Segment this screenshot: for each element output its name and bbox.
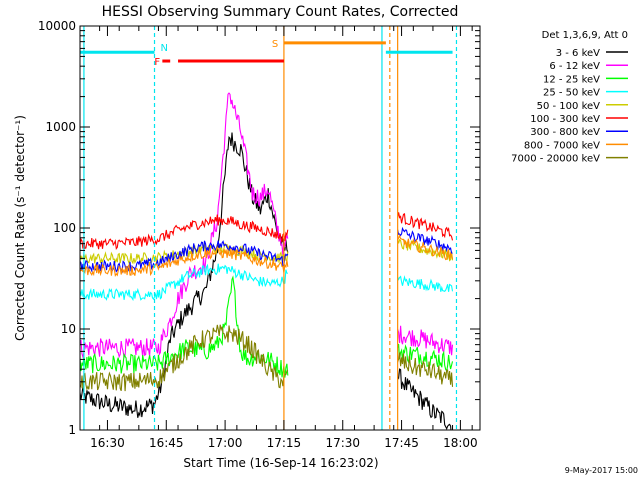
legend-title: Det 1,3,6,9, Att 0 xyxy=(542,30,628,41)
y-tick-label: 1000 xyxy=(45,120,76,134)
series-line-5 xyxy=(80,212,454,250)
series-line-3 xyxy=(80,263,454,302)
legend-entry-label: 12 - 25 keV xyxy=(543,74,600,85)
legend-entry-label: 800 - 7000 keV xyxy=(524,140,600,151)
date-stamp: 9-May-2017 15:00 xyxy=(565,466,638,475)
x-tick-label: 17:15 xyxy=(267,436,302,450)
annotation-label-night: N xyxy=(161,43,168,54)
series-line-1 xyxy=(80,92,454,360)
plot-frame xyxy=(79,25,481,431)
legend-entry-label: 300 - 800 keV xyxy=(530,127,600,138)
plot-area: N S F xyxy=(80,26,458,430)
legend-entry-label: 7000 - 20000 keV xyxy=(511,154,600,165)
x-tick-label: 17:30 xyxy=(325,436,360,450)
legend-entry-label: 100 - 300 keV xyxy=(530,114,600,125)
series-line-8 xyxy=(80,324,454,392)
x-tick-label: 17:00 xyxy=(208,436,243,450)
y-tick-label: 10 xyxy=(61,322,76,336)
x-axis-label: Start Time (16-Sep-14 16:23:02) xyxy=(183,456,378,470)
annotation-label-saa: S xyxy=(272,39,278,50)
x-tick-label: 16:45 xyxy=(149,436,184,450)
legend: 3 - 6 keV 6 - 12 keV 12 - 25 keV 25 - 50 ke… xyxy=(511,48,628,165)
y-tick-label: 1 xyxy=(68,423,76,437)
legend-entry-label: 25 - 50 keV xyxy=(543,88,600,99)
x-tick-label: 17:45 xyxy=(384,436,419,450)
x-tick-label: 18:00 xyxy=(443,436,478,450)
annotation-label-flare: F xyxy=(154,57,160,68)
series-line-6 xyxy=(80,226,453,274)
y-axis-label: Corrected Count Rate (s⁻¹ detector⁻¹) xyxy=(13,115,27,341)
legend-entry-label: 6 - 12 keV xyxy=(549,61,600,72)
y-tick-label: 100 xyxy=(53,221,76,235)
series-line-7 xyxy=(80,234,454,278)
y-tick-label: 10000 xyxy=(38,19,76,33)
x-tick-label: 16:30 xyxy=(90,436,125,450)
legend-entry-label: 3 - 6 keV xyxy=(556,48,600,59)
series-line-0 xyxy=(80,132,452,430)
chart-title: HESSI Observing Summary Count Rates, Cor… xyxy=(102,4,459,20)
legend-entry-label: 50 - 100 keV xyxy=(537,101,601,112)
